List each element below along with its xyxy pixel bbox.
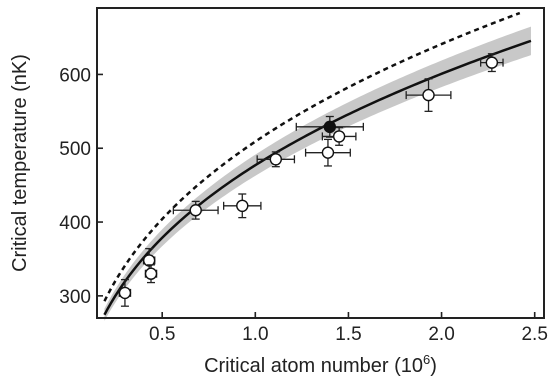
y-ticks: 300 400 500 600 — [59, 65, 103, 308]
open-circle-marker — [236, 199, 249, 213]
confidence-band — [104, 26, 531, 321]
data-point — [172, 200, 219, 220]
open-circle-marker — [332, 130, 346, 143]
data-point — [304, 138, 351, 167]
x-tick-label: 1.5 — [335, 324, 361, 345]
open-circle-marker — [118, 286, 132, 300]
open-circle-marker — [142, 254, 156, 267]
data-point — [405, 78, 452, 112]
x-tick-label: 2.0 — [428, 324, 454, 345]
x-ticks: 0.5 1.0 1.5 2.0 2.5 — [149, 312, 548, 345]
data-point — [142, 247, 156, 273]
data-point — [295, 115, 364, 138]
open-circle-marker — [144, 267, 158, 280]
x-tick-label: 1.0 — [242, 324, 268, 345]
data-point — [144, 264, 158, 284]
y-tick-label: 400 — [59, 213, 91, 234]
filled-circle-marker — [323, 120, 337, 134]
open-circle-marker — [269, 153, 282, 166]
data-point — [321, 126, 357, 146]
open-circle-marker — [189, 204, 202, 217]
data-points-layer — [118, 53, 504, 307]
fit-curve — [103, 39, 532, 316]
x-axis-label: Critical atom number (106) — [204, 352, 437, 377]
y-tick-label: 500 — [59, 139, 91, 160]
x-tick-label: 2.5 — [521, 324, 547, 345]
y-tick-label: 600 — [59, 65, 91, 86]
data-point — [222, 193, 262, 219]
confidence-band-layer — [104, 26, 531, 321]
x-tick-label: 0.5 — [149, 324, 175, 345]
y-axis-label: Critical temperature (nK) — [9, 54, 31, 272]
open-circle-marker — [485, 56, 499, 69]
open-circle-marker — [422, 88, 435, 102]
open-circle-marker — [321, 146, 335, 159]
data-point — [256, 151, 296, 168]
data-point — [118, 278, 132, 307]
data-point — [480, 53, 504, 73]
plot-frame — [96, 7, 545, 319]
y-tick-label: 300 — [59, 287, 91, 308]
